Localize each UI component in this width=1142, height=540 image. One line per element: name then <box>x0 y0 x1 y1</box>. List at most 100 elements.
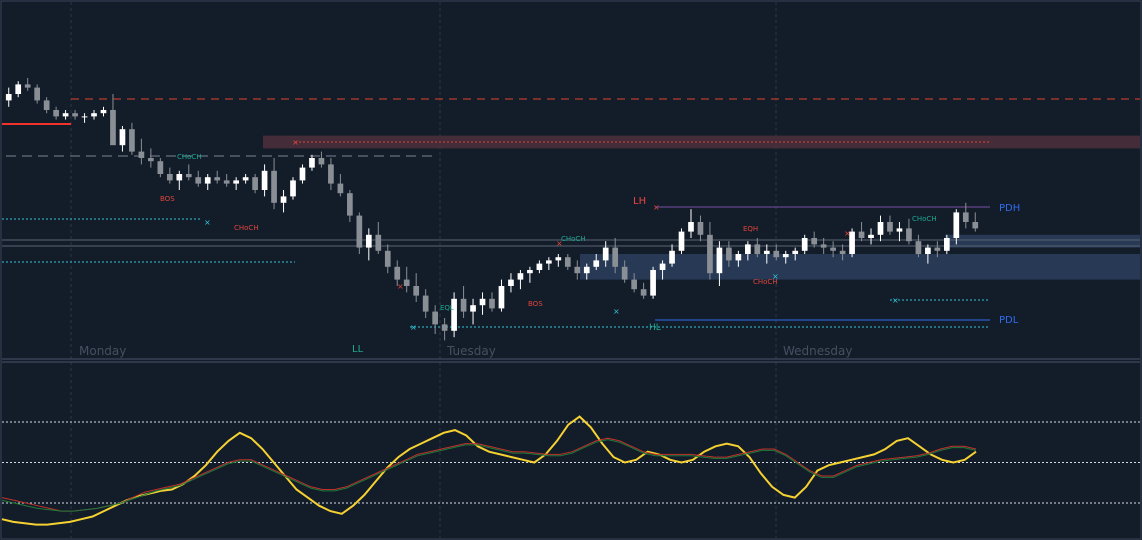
candle[interactable] <box>138 138 145 165</box>
candle[interactable] <box>707 222 713 280</box>
candle[interactable] <box>726 241 732 267</box>
candle[interactable] <box>252 174 258 194</box>
candle[interactable] <box>716 241 723 286</box>
candle[interactable] <box>157 158 164 178</box>
candle[interactable] <box>24 78 31 91</box>
candle[interactable] <box>745 241 751 261</box>
candle[interactable] <box>536 260 543 274</box>
candle[interactable] <box>517 270 524 290</box>
candle[interactable] <box>773 244 780 261</box>
candle[interactable] <box>593 254 600 270</box>
candle[interactable] <box>129 122 135 155</box>
candle[interactable] <box>43 97 50 114</box>
candle[interactable] <box>356 212 363 254</box>
candle[interactable] <box>858 222 865 242</box>
candle[interactable] <box>5 87 12 107</box>
candle[interactable] <box>612 238 619 274</box>
candle[interactable] <box>394 260 401 286</box>
candle[interactable] <box>166 167 173 184</box>
candle[interactable] <box>81 113 88 123</box>
candle[interactable] <box>100 106 107 117</box>
candle[interactable] <box>365 228 372 261</box>
candle[interactable] <box>204 174 211 190</box>
candle[interactable] <box>233 177 239 190</box>
candle[interactable] <box>489 292 495 312</box>
candle[interactable] <box>242 174 249 184</box>
candle[interactable] <box>309 154 315 171</box>
candle[interactable] <box>460 286 467 318</box>
candle[interactable] <box>337 174 344 197</box>
candle[interactable] <box>403 266 410 293</box>
candle[interactable] <box>564 254 571 270</box>
candle[interactable] <box>669 244 675 267</box>
candle[interactable] <box>119 126 126 152</box>
candle[interactable] <box>934 241 941 258</box>
candle[interactable] <box>470 298 476 325</box>
candle[interactable] <box>261 164 268 197</box>
candle[interactable] <box>754 238 761 258</box>
candle[interactable] <box>972 212 979 232</box>
candle[interactable] <box>271 158 277 210</box>
candle[interactable] <box>498 279 505 312</box>
candle[interactable] <box>602 241 609 267</box>
candle[interactable] <box>53 106 59 120</box>
candle[interactable] <box>110 94 116 146</box>
candle[interactable] <box>801 234 808 254</box>
candle[interactable] <box>62 110 69 120</box>
candle[interactable] <box>176 170 183 190</box>
candle[interactable] <box>868 228 874 245</box>
candle[interactable] <box>223 174 230 187</box>
candle[interactable] <box>688 209 694 238</box>
candle[interactable] <box>214 170 221 184</box>
candle[interactable] <box>877 215 884 242</box>
candle[interactable] <box>735 250 742 267</box>
candle[interactable] <box>953 209 960 245</box>
candle[interactable] <box>631 273 637 293</box>
candle[interactable] <box>896 222 903 242</box>
candle[interactable] <box>887 215 893 235</box>
candle[interactable] <box>280 190 287 213</box>
candle[interactable] <box>290 177 296 200</box>
candle[interactable] <box>583 263 590 280</box>
candle[interactable] <box>962 202 969 229</box>
candle[interactable] <box>650 266 656 299</box>
candle[interactable] <box>915 234 922 258</box>
candle[interactable] <box>422 289 429 318</box>
candle[interactable] <box>782 250 789 264</box>
candle[interactable] <box>811 231 818 248</box>
candle[interactable] <box>925 244 931 264</box>
candle[interactable] <box>546 257 552 270</box>
candle[interactable] <box>299 164 306 184</box>
candle[interactable] <box>839 244 846 261</box>
candle[interactable] <box>432 305 438 334</box>
oscillator-panel[interactable] <box>1 415 1140 526</box>
candle[interactable] <box>640 282 647 299</box>
candle[interactable] <box>508 273 514 293</box>
candle[interactable] <box>527 266 533 283</box>
candle[interactable] <box>621 260 628 283</box>
candle[interactable] <box>479 292 486 315</box>
candle[interactable] <box>195 170 202 187</box>
candle[interactable] <box>906 218 912 245</box>
candle[interactable] <box>792 247 799 261</box>
candle[interactable] <box>413 273 420 302</box>
candle[interactable] <box>34 84 41 104</box>
price-panel[interactable]: ×××××××××× Monday Tuesday Wednesday PDH … <box>2 78 1140 358</box>
candle[interactable] <box>849 228 855 258</box>
candle[interactable] <box>830 241 836 258</box>
candle[interactable] <box>148 148 154 168</box>
candle[interactable] <box>328 158 334 190</box>
candle[interactable] <box>72 110 78 120</box>
candle[interactable] <box>659 260 666 280</box>
candle[interactable] <box>15 81 22 98</box>
candle[interactable] <box>375 222 382 254</box>
candle[interactable] <box>574 260 581 280</box>
candle[interactable] <box>347 190 353 222</box>
candle[interactable] <box>318 151 325 168</box>
candle[interactable] <box>943 234 950 254</box>
candle[interactable] <box>441 318 448 341</box>
candle[interactable] <box>91 110 97 120</box>
candle[interactable] <box>384 244 391 274</box>
